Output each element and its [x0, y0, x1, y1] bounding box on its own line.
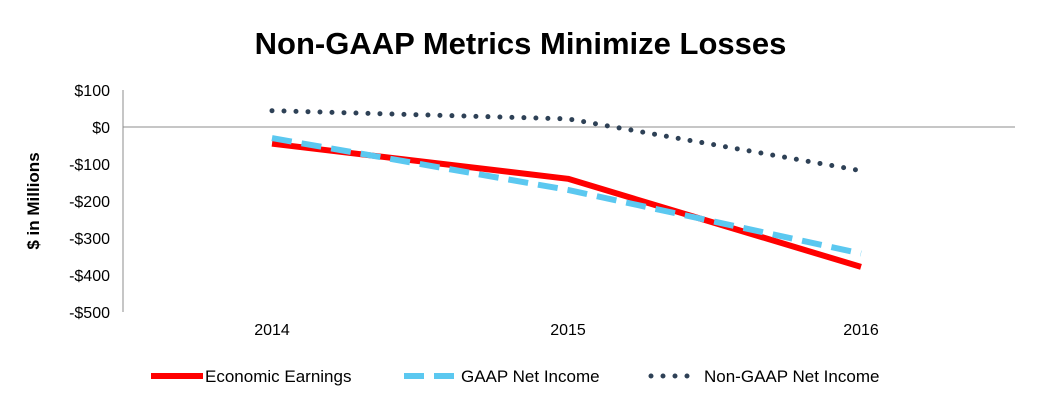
x-tick-label: 2015: [550, 322, 586, 339]
y-axis-ticks: $100 $0 -$100 -$200 -$300 -$400 -$500: [69, 83, 110, 322]
legend: Economic Earnings GAAP Net Income Non-GAAP…: [151, 367, 879, 386]
series-lines: [269, 108, 864, 270]
series-line-1: [271, 140, 862, 270]
series-line-2: [271, 135, 862, 257]
y-tick-label: $0: [92, 120, 110, 137]
y-tick-label: $100: [74, 83, 110, 100]
y-tick-label: -$300: [69, 231, 110, 248]
y-tick-label: -$100: [69, 157, 110, 174]
y-tick-label: -$200: [69, 194, 110, 211]
legend-label-2: GAAP Net Income: [461, 367, 600, 386]
y-tick-label: -$500: [69, 305, 110, 322]
chart-title: Non-GAAP Metrics Minimize Losses: [254, 26, 787, 61]
y-tick-label: -$400: [69, 268, 110, 285]
x-tick-label: 2014: [254, 322, 290, 339]
legend-label-1: Economic Earnings: [205, 367, 351, 386]
y-axis-label: $ in Millions: [24, 152, 43, 249]
x-axis-ticks: 2014 2015 2016: [254, 322, 879, 339]
x-tick-label: 2016: [843, 322, 879, 339]
series-line-3: [269, 108, 864, 174]
legend-label-3: Non-GAAP Net Income: [704, 367, 879, 386]
